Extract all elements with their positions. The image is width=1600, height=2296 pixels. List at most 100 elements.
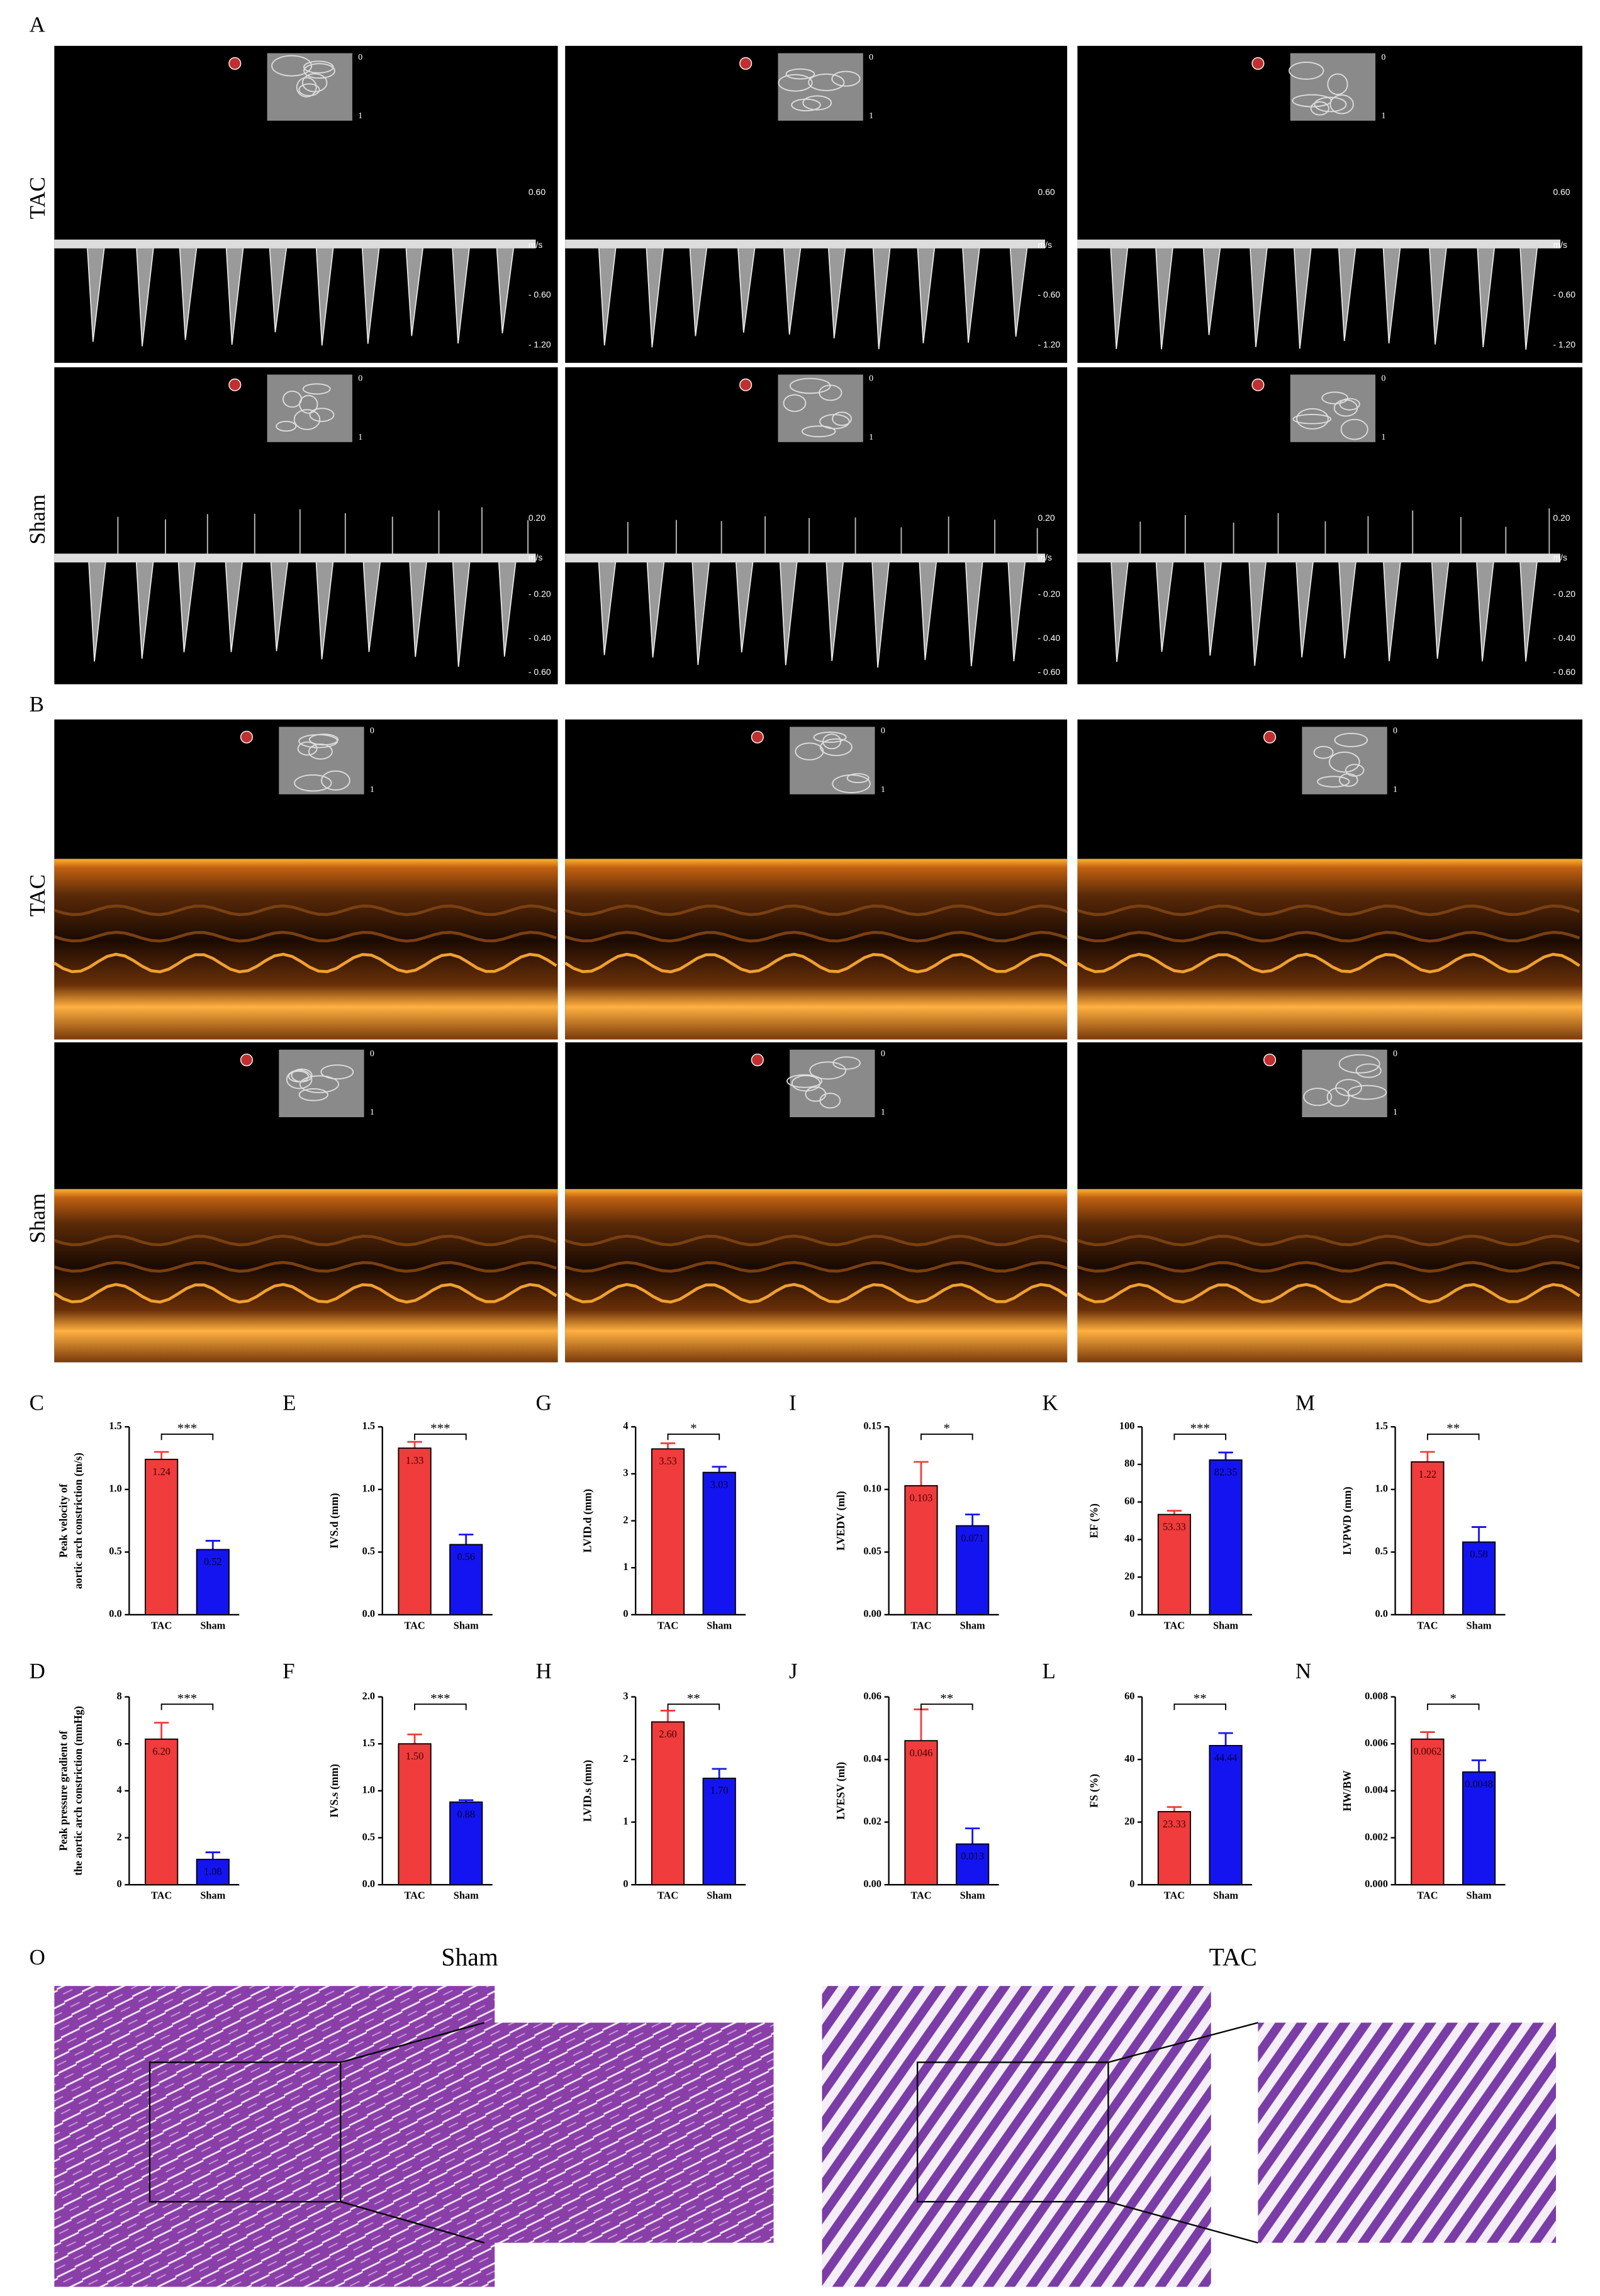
inset-texture [1327,73,1348,96]
x-tick-label: TAC [1417,1890,1438,1902]
doppler-baseline [1077,239,1561,248]
depth-label: 1 [1381,111,1385,121]
bar [145,1459,179,1615]
x-tick-label: Sham [960,1890,985,1902]
value-label: 2.60 [659,1728,677,1740]
inset-texture [298,1088,328,1101]
scale-label: - 0.60 [529,289,551,299]
inset-texture [1338,773,1358,787]
significance: ** [1446,1421,1460,1436]
mmode-wave [53,930,557,943]
x-tick-label: Sham [707,1619,732,1631]
scale-label: - 0.20 [1038,589,1060,599]
y-tick-label: 2 [623,1513,628,1525]
x-tick-label: Sham [1213,1619,1238,1631]
value-label: 0.56 [457,1551,475,1563]
value-label: 1.33 [406,1454,424,1466]
significance-bracket [1173,1434,1227,1441]
inset-texture [802,425,836,438]
inset-texture [809,1061,847,1080]
bar [1209,1459,1243,1615]
y-axis-label: IVS.d (mm) [328,1493,340,1549]
bar [398,1447,432,1615]
y-tick-label: 1.0 [1375,1483,1387,1495]
inset-texture [831,70,861,87]
depth-label: 0 [1393,727,1397,736]
bar [1462,1541,1496,1615]
inset-texture [820,738,853,756]
depth-label: 1 [1381,433,1385,442]
bar [956,1843,990,1886]
y-tick-label: 8 [116,1690,121,1702]
scale-label: - 0.40 [1038,633,1060,643]
y-tick-label: 0.05 [863,1545,881,1557]
inset-image [279,727,364,794]
y-tick-label: 3 [623,1690,628,1702]
logo [751,1053,764,1067]
bar [449,1544,483,1615]
x-tick-label: TAC [151,1890,172,1902]
inset-texture [1347,1084,1387,1100]
value-label: 3.53 [659,1455,677,1467]
zoom-box [148,2061,342,2203]
inset-texture [309,408,335,422]
y-tick-label: 1.5 [1375,1420,1387,1432]
inset-texture [786,1074,822,1088]
y-tick-label: 4 [116,1784,121,1796]
panel-label: K [1042,1390,1058,1415]
significance-bracket [667,1434,720,1441]
y-tick-label: 4 [623,1420,628,1432]
inset-texture [1339,398,1360,411]
bar [145,1738,179,1886]
depth-label: 1 [370,1108,374,1117]
y-tick-label: 1 [623,1561,628,1573]
inset-texture [1321,391,1349,404]
value-label: 23.33 [1163,1818,1186,1830]
inset-texture [1314,96,1347,113]
inset-image [279,1049,364,1118]
inset-texture [789,377,831,394]
y-tick-label: 2 [116,1831,121,1842]
significance-bracket [1426,1434,1480,1441]
depth-label: 1 [869,111,873,121]
value-label: 0.58 [1470,1548,1488,1560]
inset-texture [791,1075,821,1092]
doppler-baseline [1077,554,1561,563]
y-axis-label: LVPWD (mm) [1341,1486,1353,1555]
logo [1263,1053,1277,1067]
zoom-image [484,2022,774,2243]
significance: *** [177,1421,197,1436]
y-axis-label: HW/BW [1341,1770,1353,1812]
mmode-band [54,859,558,1040]
y-tick-label: 3 [623,1467,628,1479]
significance: ** [687,1691,700,1706]
row-label: TAC [25,177,50,219]
y-tick-label: 0.5 [1375,1545,1387,1557]
x-tick-label: Sham [960,1619,985,1631]
depth-label: 1 [881,1108,885,1117]
mmode-wave [564,952,1068,974]
mmode-wave [53,1283,557,1304]
y-tick-label: 1.5 [362,1737,375,1749]
y-tick-label: 0 [1129,1608,1134,1620]
y-tick-label: 1.0 [362,1784,375,1796]
y-tick-label: 60 [1124,1690,1134,1702]
inset-texture [271,55,313,77]
y-axis-label: LVESV (ml) [834,1762,847,1820]
inset-texture [1355,1063,1382,1078]
y-tick-label: 0 [1129,1878,1134,1890]
inset-texture [299,1075,339,1093]
value-label: 0.0048 [1465,1778,1493,1790]
bar [702,1778,736,1886]
x-tick-label: TAC [1164,1890,1185,1902]
inset-texture [294,774,332,792]
significance: ** [1194,1691,1207,1706]
depth-label: 0 [358,374,362,384]
panel-label: L [1042,1659,1055,1683]
panel-label: A [30,13,46,37]
y-tick-label: 0.5 [109,1545,121,1557]
logo [1251,378,1265,391]
doppler-baseline [54,239,536,248]
zoom-connector [1108,2200,1258,2244]
mmode-wave [564,1234,1068,1247]
